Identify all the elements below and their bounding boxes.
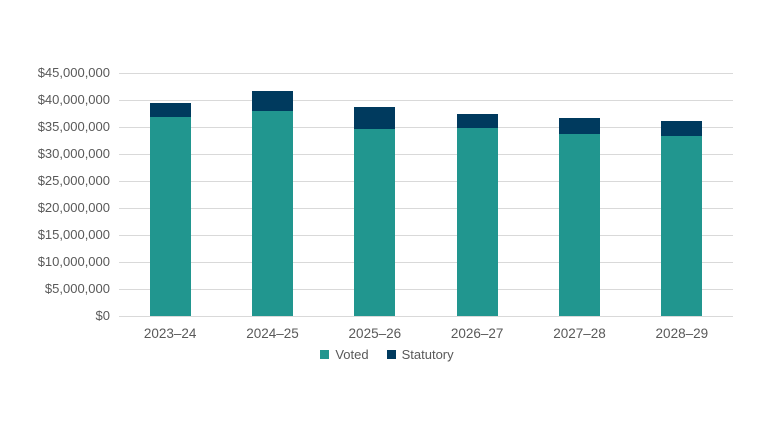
- legend-label: Statutory: [401, 347, 454, 362]
- y-tick-label: $30,000,000: [37, 146, 110, 161]
- y-tick-label: $15,000,000: [37, 227, 110, 242]
- gridline: [119, 181, 733, 182]
- y-tick-label: $40,000,000: [37, 92, 110, 107]
- legend-item-statutory: Statutory: [386, 347, 454, 362]
- legend-swatch-icon: [386, 350, 396, 359]
- bar-segment-statutory-2024–25: [252, 90, 293, 111]
- gridline: [119, 154, 733, 155]
- legend-label: Voted: [335, 347, 369, 362]
- x-tick-label: 2023–24: [143, 326, 197, 341]
- y-tick-label: $10,000,000: [37, 254, 110, 269]
- legend-item-voted: Voted: [320, 347, 369, 362]
- gridline: [119, 289, 733, 290]
- bar-segment-voted-2024–25: [252, 110, 293, 316]
- gridline: [119, 73, 733, 74]
- y-tick-label: $35,000,000: [37, 119, 110, 134]
- y-tick-label: $45,000,000: [37, 65, 110, 80]
- gridline: [119, 100, 733, 101]
- bar-segment-statutory-2028–29: [661, 121, 703, 137]
- x-tick-label: 2025–26: [348, 326, 402, 341]
- gridline: [119, 208, 733, 209]
- x-tick-label: 2028–29: [655, 326, 709, 341]
- bar-segment-voted-2023–24: [149, 116, 191, 316]
- gridline: [119, 262, 733, 263]
- bar-segment-voted-2025–26: [354, 128, 396, 316]
- bar-segment-statutory-2025–26: [354, 107, 396, 129]
- x-tick-label: 2024–25: [246, 326, 299, 341]
- bar-segment-voted-2028–29: [661, 136, 703, 316]
- bar-segment-statutory-2023–24: [149, 102, 191, 117]
- legend-swatch-icon: [320, 350, 330, 359]
- y-tick-label: $25,000,000: [37, 173, 110, 188]
- gridline: [119, 127, 733, 128]
- gridline: [119, 235, 733, 236]
- x-tick-label: 2026–27: [450, 326, 504, 341]
- legend: Voted Statutory: [0, 347, 774, 362]
- bar-segment-statutory-2026–27: [456, 113, 498, 129]
- y-tick-label: $20,000,000: [37, 200, 110, 215]
- x-axis-line: [119, 316, 733, 317]
- x-tick-label: 2027–28: [553, 326, 606, 341]
- y-tick-label: $5,000,000: [44, 281, 110, 296]
- bar-segment-voted-2026–27: [456, 128, 498, 316]
- bar-segment-statutory-2027–28: [559, 118, 600, 135]
- y-tick-label: $0: [95, 308, 110, 323]
- bar-segment-voted-2027–28: [559, 134, 600, 316]
